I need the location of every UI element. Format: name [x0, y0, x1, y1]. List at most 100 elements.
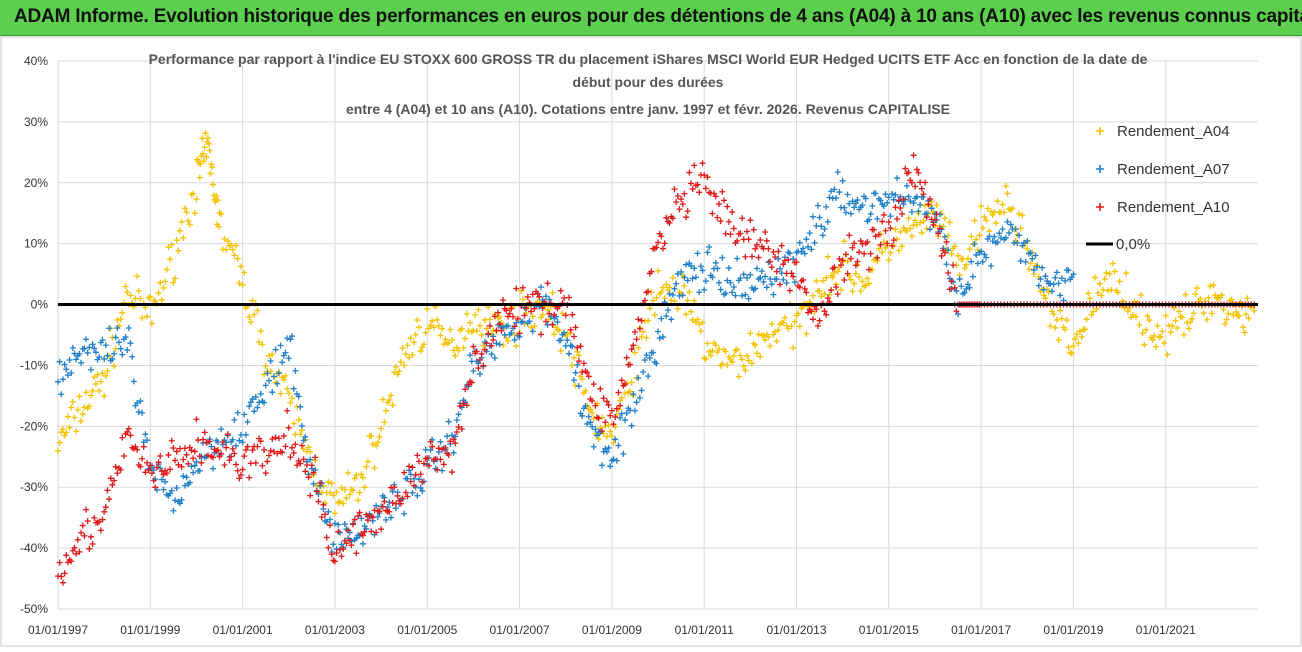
data-point: [666, 220, 673, 227]
data-point: [572, 324, 579, 331]
data-point: [913, 221, 920, 228]
data-point: [127, 432, 134, 439]
report-banner: ADAM Informe. Evolution historique des p…: [0, 0, 1302, 36]
data-point: [676, 206, 683, 213]
data-point: [269, 436, 276, 443]
data-point: [1065, 344, 1072, 351]
data-point: [216, 453, 223, 460]
data-point: [931, 216, 938, 223]
data-point: [1042, 295, 1049, 302]
data-point: [966, 246, 973, 253]
data-point: [762, 273, 769, 280]
data-point: [598, 428, 605, 435]
data-point: [1220, 306, 1227, 313]
data-point: [971, 240, 978, 247]
data-point: [1039, 264, 1046, 271]
data-point: [68, 558, 75, 565]
data-point: [1245, 315, 1252, 322]
data-point: [317, 479, 324, 486]
legend-label: 0,0%: [1116, 236, 1150, 253]
data-point: [1164, 351, 1171, 358]
data-point: [590, 381, 597, 388]
data-point: [345, 527, 352, 534]
data-point: [650, 349, 657, 356]
data-point: [500, 342, 507, 349]
data-point: [117, 466, 124, 473]
data-point: [389, 499, 396, 506]
data-point: [979, 224, 986, 231]
data-point: [168, 437, 175, 444]
data-point: [816, 214, 823, 221]
data-point: [648, 268, 655, 275]
data-point: [800, 245, 807, 252]
data-point: [343, 495, 350, 502]
data-point: [775, 255, 782, 262]
data-point: [1088, 311, 1095, 318]
data-point: [880, 211, 887, 218]
data-point: [341, 521, 348, 528]
data-point: [157, 279, 164, 286]
data-point: [892, 191, 899, 198]
data-point: [269, 389, 276, 396]
data-point: [716, 279, 723, 286]
data-point: [772, 328, 779, 335]
data-point: [818, 223, 825, 230]
data-point: [694, 316, 701, 323]
data-point: [1075, 340, 1082, 347]
data-point: [994, 198, 1001, 205]
data-point: [903, 227, 910, 234]
data-point: [684, 277, 691, 284]
data-point: [150, 477, 157, 484]
data-point: [1022, 258, 1029, 265]
data-point: [325, 478, 332, 485]
data-point: [295, 416, 302, 423]
data-point: [839, 257, 846, 264]
data-point: [636, 325, 643, 332]
data-point: [1157, 333, 1164, 340]
data-point: [643, 334, 650, 341]
data-point: [602, 445, 609, 452]
data-point: [910, 152, 917, 159]
data-point: [1149, 336, 1156, 343]
data-point: [1205, 294, 1212, 301]
data-point: [780, 276, 787, 283]
data-point: [816, 288, 823, 295]
data-point: [412, 331, 419, 338]
data-point: [922, 179, 929, 186]
data-point: [285, 424, 292, 431]
data-point: [856, 274, 863, 281]
data-point: [557, 287, 564, 294]
data-point: [280, 352, 287, 359]
data-point: [340, 500, 347, 507]
data-point: [1207, 283, 1214, 290]
data-point: [992, 220, 999, 227]
data-point: [752, 245, 759, 252]
data-point: [209, 454, 216, 461]
data-point: [673, 198, 680, 205]
data-point: [800, 276, 807, 283]
data-point: [813, 278, 820, 285]
data-point: [445, 452, 452, 459]
data-point: [353, 471, 360, 478]
data-point: [879, 249, 886, 256]
data-point: [852, 262, 859, 269]
data-point: [895, 247, 902, 254]
data-point: [1136, 321, 1143, 328]
data-point: [458, 325, 465, 332]
data-point: [834, 291, 841, 298]
data-point: [401, 469, 408, 476]
data-point: [885, 256, 892, 263]
data-point: [803, 330, 810, 337]
data-point: [486, 322, 493, 329]
data-point: [503, 307, 510, 314]
data-point: [875, 231, 882, 238]
data-point: [148, 470, 155, 477]
data-point: [884, 240, 891, 247]
data-point: [978, 248, 985, 255]
data-point: [566, 350, 573, 357]
data-point: [86, 344, 93, 351]
data-point: [983, 254, 990, 261]
y-tick-label: 10%: [24, 237, 48, 251]
data-point: [908, 209, 915, 215]
data-point: [706, 244, 713, 251]
